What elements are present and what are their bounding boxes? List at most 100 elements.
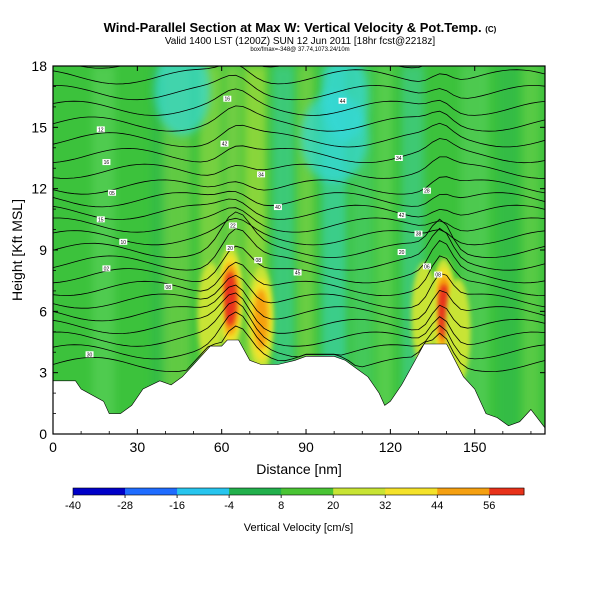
- isentrope-label-box: [273, 204, 282, 211]
- colorbar-tick-label: 20: [327, 500, 339, 512]
- colorbar-tick-label: -40: [65, 500, 81, 512]
- x-axis-label: Distance [nm]: [256, 461, 342, 477]
- isentrope-line: [53, 66, 545, 85]
- isentrope-label-text: 30: [87, 352, 93, 358]
- colorbar-tick-label: -16: [169, 500, 185, 512]
- colorbar-swatch: [385, 488, 404, 495]
- colorbar-tick-label: -28: [117, 500, 133, 512]
- isentrope-label-text: 08: [165, 285, 171, 291]
- x-tick-label: 0: [49, 439, 57, 455]
- isentrope-line: [53, 217, 545, 246]
- isentrope-line: [53, 311, 545, 360]
- isentrope-label-text: 40: [275, 205, 281, 211]
- velocity-streak: [497, 66, 520, 434]
- isentrope-label: 45: [293, 269, 302, 276]
- isentrope-label-text: 42: [399, 213, 405, 219]
- updraft-core: [223, 271, 237, 327]
- axes: 0 30 60 90 120 150 0 3 6 9 12 15 18 Distance [nm] Heig…: [9, 58, 546, 477]
- updraft-core: [197, 262, 224, 369]
- isentrope-label: 16: [102, 159, 111, 166]
- isentrope-label: 15: [96, 216, 105, 223]
- colorbar-tick-label: 32: [379, 500, 391, 512]
- isentrope-label-text: 44: [340, 99, 346, 105]
- colorbar-label: Vertical Velocity [cm/s]: [244, 522, 353, 534]
- chart-title-tag: (C): [485, 25, 497, 34]
- isentrope-label: 38: [414, 230, 423, 238]
- colorbar-swatch: [419, 488, 438, 495]
- isentrope-label-box: [293, 269, 302, 276]
- updraft-core: [253, 289, 269, 350]
- isentrope-label: 20: [226, 244, 235, 252]
- isentrope-line: [53, 156, 545, 179]
- isentrope-label: 05: [108, 189, 117, 197]
- isentrope-label-box: [226, 244, 235, 251]
- colorbar-swatch: [142, 488, 161, 495]
- isentrope-label-text: 16: [225, 97, 231, 103]
- y-axis-label: Height [Kft MSL]: [9, 199, 25, 301]
- velocity-streak: [376, 66, 394, 434]
- isentrope-label-box: [96, 216, 105, 223]
- isentrope-label-text: 08: [255, 258, 261, 264]
- isentrope-label-box: [254, 257, 263, 264]
- isentrope-line: [53, 300, 545, 347]
- colorbar-swatch: [263, 488, 282, 495]
- colorbar-frame: [72, 487, 525, 496]
- x-tick-label: 90: [298, 439, 314, 455]
- isentrope-label-box: [102, 159, 111, 166]
- isentrope-label-text: 45: [295, 270, 301, 276]
- isentrope-label: 42: [397, 212, 406, 219]
- velocity-streak: [272, 66, 295, 434]
- isentrope-line: [53, 255, 545, 297]
- isentrope-label-text: 34: [258, 172, 264, 178]
- colorbar-swatch: [350, 488, 369, 495]
- isentrope-label: 08: [254, 257, 263, 264]
- y-tick-label: 6: [39, 303, 47, 319]
- isentrope-line: [53, 105, 545, 132]
- colorbar-swatch: [125, 488, 143, 495]
- isentrope-label: 40: [273, 204, 282, 211]
- downdraft-patch: [154, 66, 211, 136]
- colorbar-swatch: [107, 488, 126, 495]
- chart-title-text: Wind-Parallel Section at Max W: Vertical…: [103, 20, 482, 35]
- isentrope-label-text: 12: [98, 127, 104, 133]
- colorbar-swatch: [454, 488, 473, 495]
- x-tick-label: 150: [463, 439, 487, 455]
- isentrope-label-box: [422, 187, 431, 194]
- isentrope-line: [53, 239, 545, 284]
- isentrope-label-box: [220, 140, 229, 147]
- isentrope-label: 42: [220, 140, 229, 148]
- isentrope-label: 16: [223, 95, 232, 103]
- chart-title: Wind-Parallel Section at Max W: Vertical…: [0, 20, 600, 35]
- isentrope-label: 10: [119, 238, 128, 246]
- isentrope-label-text: 10: [121, 240, 127, 246]
- isentrope-label: 02: [102, 265, 111, 272]
- isentrope-label-box: [85, 351, 94, 358]
- y-tick-label: 3: [39, 365, 47, 381]
- isentrope-label-box: [414, 230, 423, 237]
- isentrope-label: 44: [338, 97, 347, 105]
- colorbar-tick-label: 8: [278, 500, 284, 512]
- isentrope-label: 28: [422, 187, 431, 195]
- plot-area: 30 08 02 10 15 05 16 12 16 44 42 34 40 22 20 08 45 34 28 42…: [53, 35, 545, 434]
- isentrope-line: [53, 211, 545, 259]
- isentrope-label-box: [257, 171, 266, 178]
- isentrope-line: [53, 35, 545, 53]
- isentrope-line: [53, 292, 545, 335]
- isentrope-line: [53, 227, 545, 271]
- isentrope-label-text: 20: [227, 246, 233, 252]
- colorbar-swatch: [159, 488, 178, 495]
- isentrope-label-text: 28: [424, 189, 430, 195]
- colorbar-swatch: [315, 488, 334, 495]
- colorbar-swatch: [73, 488, 91, 495]
- colorbar-tick-label: 44: [431, 500, 443, 512]
- y-tick-label: 0: [39, 426, 47, 442]
- isentrope-label-box: [119, 238, 128, 245]
- isentrope-label-box: [434, 271, 443, 278]
- x-tick-label: 120: [379, 439, 403, 455]
- isentrope-line: [53, 198, 545, 220]
- colorbar-swatch: [471, 488, 490, 495]
- colorbar-swatch: [246, 488, 265, 495]
- isentrope-label: 08: [164, 283, 173, 291]
- isentrope-label-text: 05: [109, 191, 115, 197]
